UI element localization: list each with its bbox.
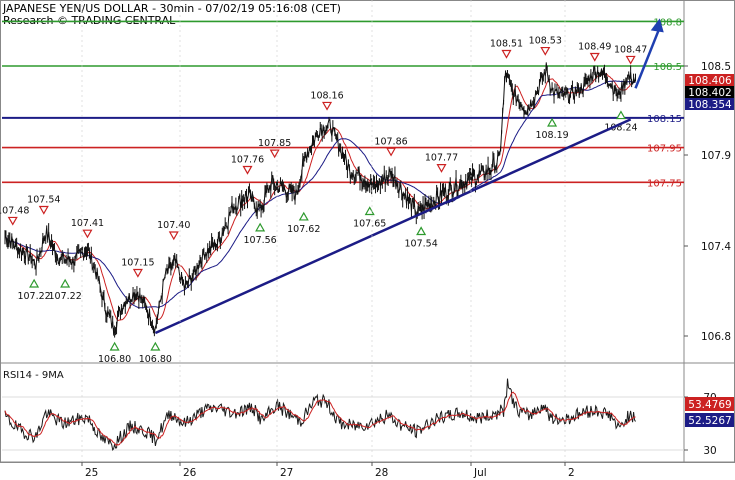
swing-high-marker	[540, 46, 551, 56]
swing-high-label: 107.40	[157, 220, 190, 231]
x-tick-label: 25	[85, 467, 98, 479]
trendline	[154, 118, 632, 335]
swing-low-marker	[29, 278, 40, 288]
level-label: 107.95	[647, 144, 682, 155]
chart-title: JAPANESE YEN/US DOLLAR - 30min - 07/02/1…	[3, 2, 341, 15]
swing-high-label: 107.76	[231, 154, 264, 165]
level-label: 108.15	[647, 114, 682, 125]
price-label-text: 108.354	[688, 99, 732, 111]
price-label-text: 108.402	[688, 87, 731, 99]
swing-high-label: 108.16	[310, 90, 343, 101]
rsi-value-text: 53.4769	[688, 399, 731, 411]
x-tick-label: 28	[375, 467, 388, 479]
forecast-arrow-head	[650, 18, 664, 33]
x-tick-label: 2	[568, 467, 575, 479]
time-axis: 25 26 27 28 Jul 2	[81, 0, 575, 479]
swing-low-label: 107.54	[405, 239, 438, 250]
y-tick-label: 107.9	[701, 150, 731, 162]
swing-high-label: 108.51	[490, 39, 523, 50]
price-axis: 106.8 107.4 107.9 108.5 108.406108.402108.35…	[684, 61, 734, 343]
swing-low-marker	[60, 278, 71, 288]
swing-low-marker	[255, 222, 266, 232]
swing-low-label: 106.80	[139, 354, 172, 365]
ma-slow	[4, 80, 636, 309]
swing-high-label: 107.85	[258, 138, 291, 149]
swing-low-label: 107.56	[243, 235, 276, 246]
swing-high-marker	[501, 49, 512, 59]
x-tick-label: 26	[183, 467, 197, 479]
price-series	[4, 62, 636, 338]
swing-low-label: 107.22	[49, 291, 82, 302]
rsi-value-text: 52.5267	[688, 415, 731, 427]
price-label-text: 108.406	[688, 75, 732, 87]
swing-low-label: 107.62	[287, 224, 320, 235]
swing-markers: 107.48107.54107.41107.15107.40107.76107.…	[0, 36, 647, 365]
y-tick-label: 107.4	[701, 241, 731, 253]
swing-low-marker	[109, 341, 120, 351]
rsi-y-tick-label: 30	[703, 445, 716, 457]
rsi-line	[4, 378, 636, 452]
swing-high-marker	[82, 229, 93, 239]
swing-high-marker	[589, 52, 600, 62]
swing-high-marker	[242, 165, 253, 175]
price-label-box	[685, 86, 734, 98]
swing-high-marker	[322, 101, 333, 111]
price-label-box	[685, 98, 734, 110]
swing-high-label: 107.54	[27, 195, 60, 206]
swing-high-marker	[7, 216, 18, 226]
swing-low-label: 107.22	[17, 291, 50, 302]
swing-low-label: 107.65	[353, 219, 386, 230]
rsi-ma-line	[4, 391, 636, 447]
level-label: 108.5	[653, 62, 682, 73]
swing-high-marker	[269, 149, 280, 159]
rsi-value-box	[685, 397, 734, 411]
swing-low-marker	[615, 110, 626, 120]
swing-low-marker	[364, 206, 375, 216]
x-tick-label: Jul	[473, 467, 487, 479]
swing-high-marker	[625, 55, 636, 65]
forecast-arrow-shaft	[634, 26, 661, 89]
swing-low-marker	[298, 211, 309, 221]
rsi-series: RSI14 - 9MA	[2, 370, 684, 452]
price-label-box	[685, 74, 734, 86]
y-tick-label: 108.5	[701, 61, 731, 73]
price-line	[4, 63, 636, 334]
swing-high-label: 107.41	[71, 218, 104, 229]
swing-high-marker	[386, 147, 397, 157]
level-label: 107.75	[647, 178, 682, 189]
trendline-layer	[154, 18, 664, 335]
swing-high-marker	[132, 268, 143, 278]
swing-high-label: 107.86	[374, 136, 407, 147]
swing-high-label: 107.48	[0, 205, 29, 216]
y-tick-label: 106.8	[701, 331, 731, 343]
swing-high-marker	[168, 231, 179, 241]
swing-low-label: 106.80	[98, 354, 131, 365]
main-panel-frame	[0, 0, 735, 463]
chart-source: Research © TRADING CENTRAL	[3, 14, 176, 27]
swing-high-label: 107.15	[121, 258, 154, 269]
swing-low-marker	[416, 226, 427, 236]
swing-high-label: 108.49	[578, 41, 611, 52]
swing-low-marker	[547, 117, 558, 127]
swing-high-label: 107.77	[425, 153, 458, 164]
level-label: 108.8	[653, 17, 682, 28]
rsi-title: RSI14 - 9MA	[3, 370, 64, 381]
outer-border	[0, 0, 735, 463]
swing-low-label: 108.24	[604, 123, 637, 134]
swing-low-marker	[150, 341, 161, 351]
swing-high-label: 108.47	[614, 44, 647, 55]
x-tick-label: 27	[280, 467, 293, 479]
swing-high-label: 108.53	[529, 36, 562, 47]
swing-low-label: 108.19	[535, 130, 568, 141]
swing-high-marker	[436, 164, 447, 173]
rsi-value-box	[685, 413, 734, 427]
swing-high-marker	[38, 205, 49, 215]
